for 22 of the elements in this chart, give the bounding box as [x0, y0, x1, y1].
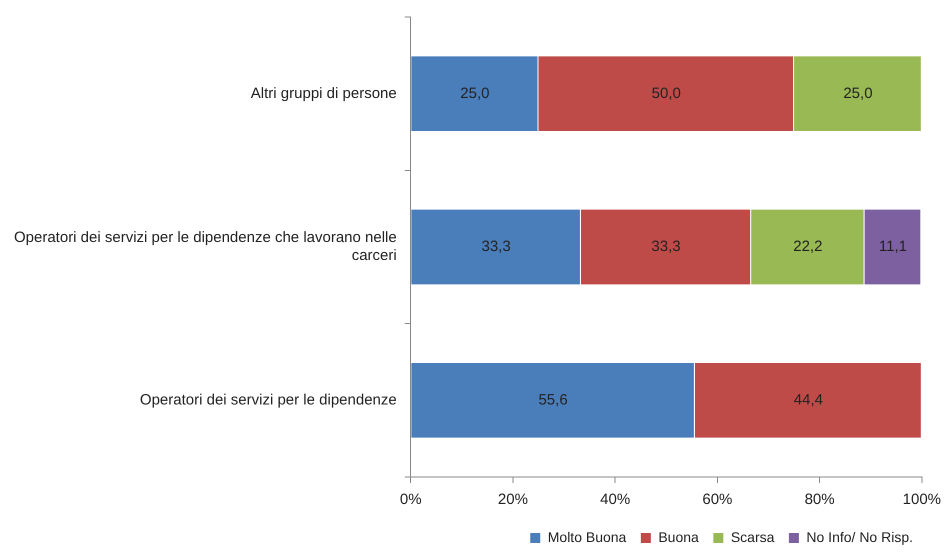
y-tick-label: Operatori dei servizi per le dipendenze [140, 391, 397, 408]
data-label: 50,0 [652, 84, 681, 102]
legend-label: Scarsa [730, 528, 775, 545]
y-tick-label: Altri gruppi di persone [250, 84, 397, 102]
x-tick-label: 60% [702, 491, 732, 508]
data-label: 33,3 [481, 238, 511, 256]
x-tick-label: 100% [902, 491, 942, 508]
data-label: 25,0 [843, 84, 873, 102]
x-tick-label: 0% [400, 491, 422, 508]
x-tick-label: 20% [498, 491, 528, 508]
data-label: 11,1 [878, 238, 907, 256]
y-tick-label: Operatori dei servizi per le dipendenze che lavorano nelle carceri [14, 229, 397, 264]
legend-label: Molto Buona [548, 528, 627, 545]
data-label: 25,0 [460, 84, 490, 102]
data-label: 44,4 [794, 391, 823, 408]
data-label: 55,6 [538, 391, 568, 408]
legend-label: Buona [658, 528, 700, 545]
x-tick-label: 40% [600, 491, 630, 508]
legend-label: No Info/ No Risp. [806, 528, 914, 545]
data-label: 22,2 [793, 238, 822, 256]
x-tick-label: 80% [804, 491, 835, 508]
data-label: 33,3 [651, 238, 681, 256]
